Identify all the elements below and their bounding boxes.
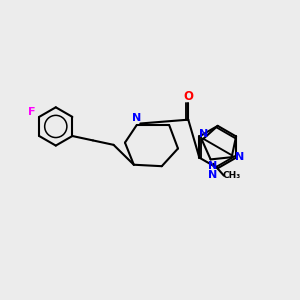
Text: F: F [28,107,35,118]
Text: N: N [208,170,217,180]
Text: N: N [208,161,218,171]
Text: N: N [132,113,141,124]
Text: O: O [183,90,193,103]
Text: N: N [199,129,208,139]
Text: CH₃: CH₃ [222,171,240,180]
Text: N: N [235,152,244,162]
